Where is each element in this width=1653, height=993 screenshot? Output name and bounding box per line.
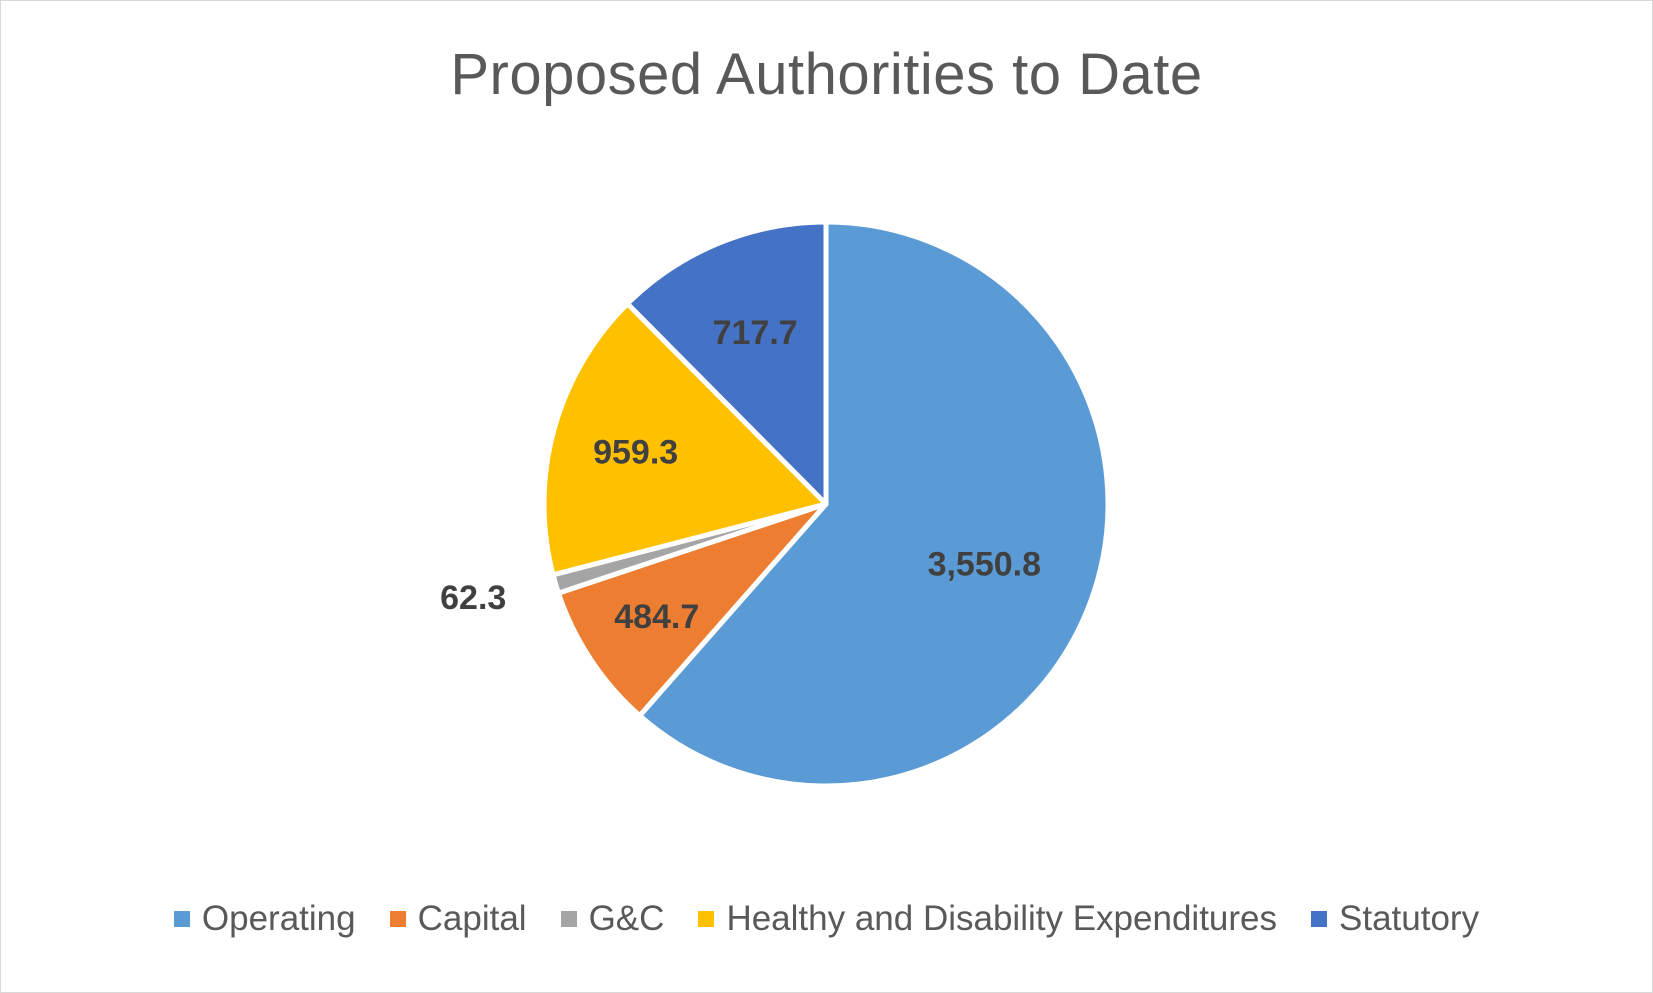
pie-slice-healthy-and-disability-expenditures [541, 301, 829, 578]
legend-swatch [1311, 911, 1328, 927]
pie-slice-statutory [624, 219, 829, 507]
pie-slices [541, 219, 1111, 789]
data-label-statutory: 717.7 [713, 314, 798, 352]
data-label-capital: 484.7 [614, 598, 699, 636]
legend-swatch [560, 911, 577, 927]
data-label-operating: 3,550.8 [928, 546, 1041, 584]
chart-legend: Operating Capital G&C Healthy and Disabilit… [1, 899, 1652, 939]
legend-label: Operating [201, 899, 356, 938]
pie-slice-operating [637, 219, 1111, 789]
pie-data-labels: 3,550.8 484.7 62.3 959.3 717.7 [440, 314, 1041, 636]
legend-label: G&C [588, 899, 665, 938]
legend-label: Healthy and Disability Expenditures [726, 899, 1278, 938]
legend-swatch [389, 911, 406, 927]
legend-item-g-c: G&C [560, 899, 665, 939]
data-label-g-c: 62.3 [440, 579, 506, 617]
legend-label: Capital [417, 899, 527, 938]
legend-swatch [698, 911, 715, 927]
data-label-healthy-and-disability-expenditures: 959.3 [593, 434, 678, 472]
legend-label: Statutory [1339, 899, 1480, 938]
legend-item-healthy-and-disability-expenditures: Healthy and Disability Expenditures [698, 899, 1277, 939]
legend-item-operating: Operating [173, 899, 356, 939]
legend-item-statutory: Statutory [1311, 899, 1479, 939]
chart-title: Proposed Authorities to Date [450, 42, 1203, 107]
legend-swatch [173, 911, 190, 927]
pie-slice-capital [555, 501, 829, 719]
legend-item-capital: Capital [389, 899, 527, 939]
